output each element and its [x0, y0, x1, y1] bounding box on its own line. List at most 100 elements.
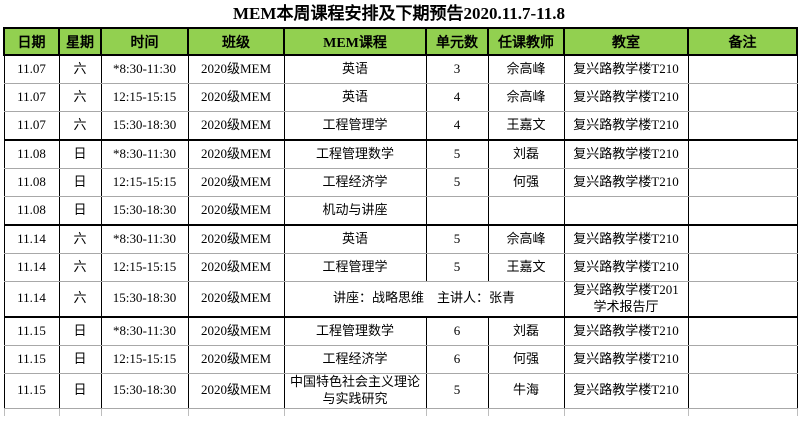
cell-class: 2020级MEM: [187, 344, 285, 374]
cell-units: 4: [425, 83, 489, 112]
cell-teacher: 刘磊: [487, 315, 565, 346]
cell-course: 工程经济学: [283, 344, 427, 374]
cell-course: 工程管理数学: [283, 139, 427, 169]
header-weekday: 星期: [58, 27, 102, 56]
cell-class: 2020级MEM: [187, 224, 285, 254]
header-time: 时间: [100, 27, 189, 56]
cell-date: 11.15: [3, 344, 60, 374]
cell-weekday: 日: [58, 372, 102, 409]
cell-weekday: 六: [58, 224, 102, 254]
table-row: 11.14 六 *8:30-11:30 2020级MEM 英语 5 佘高峰 复兴路教学楼T21…: [3, 224, 798, 254]
cell-units: 6: [425, 315, 489, 346]
cell-course: 工程经济学: [283, 168, 427, 197]
cell-date: 11.15: [3, 315, 60, 346]
cell-weekday: 日: [58, 315, 102, 346]
cell-time: 12:15-15:15: [100, 344, 189, 374]
cell-units: 5: [425, 168, 489, 197]
cell-time: *8:30-11:30: [100, 54, 189, 84]
cell-time: 15:30-18:30: [100, 372, 189, 409]
table-row: 11.08 日 12:15-15:15 2020级MEM 工程经济学 5 何强 复兴路教学楼T…: [3, 168, 798, 197]
table-row: 11.08 日 *8:30-11:30 2020级MEM 工程管理数学 5 刘磊 复兴路教学楼…: [3, 139, 798, 169]
cell-room: 复兴路教学楼T210: [563, 111, 689, 141]
cell-note: [687, 54, 798, 84]
cell-room: 复兴路教学楼T210: [563, 139, 689, 169]
cell-weekday: 日: [58, 344, 102, 374]
header-class: 班级: [187, 27, 285, 56]
cell-note: [687, 168, 798, 197]
cell-weekday: 六: [58, 54, 102, 84]
page-title: MEM本周课程安排及下期预告2020.11.7-11.8: [233, 4, 565, 23]
cell-date: 11.14: [3, 253, 60, 282]
cell-course: 英语: [283, 224, 427, 254]
cell-date: 11.07: [3, 54, 60, 84]
cell-date: 11.08: [3, 196, 60, 226]
cell-class: 2020级MEM: [187, 372, 285, 409]
cell-date: 11.07: [3, 83, 60, 112]
cell-weekday: 六: [58, 83, 102, 112]
table-row: 11.15 日 15:30-18:30 2020级MEM 中国特色社会主义理论与实践研究…: [3, 372, 798, 409]
cell-course: 工程管理学: [283, 253, 427, 282]
cell-time: 12:15-15:15: [100, 168, 189, 197]
cell-units: 3: [425, 54, 489, 84]
cell-units: 5: [425, 253, 489, 282]
empty-cell: [687, 407, 798, 416]
cell-date: 11.14: [3, 224, 60, 254]
cell-time: *8:30-11:30: [100, 224, 189, 254]
cell-room: 复兴路教学楼T210: [563, 54, 689, 84]
cell-time: 12:15-15:15: [100, 83, 189, 112]
cell-time: 15:30-18:30: [100, 111, 189, 141]
header-row: 日期 星期 时间 班级 MEM课程 单元数 任课教师 教室 备注: [3, 27, 798, 56]
header-course: MEM课程: [283, 27, 427, 56]
cell-teacher: 刘磊: [487, 139, 565, 169]
cell-note: [687, 253, 798, 282]
cell-date: 11.14: [3, 280, 60, 318]
cell-time: *8:30-11:30: [100, 139, 189, 169]
cell-course-merged: 讲座：战略思维 主讲人：张青: [283, 280, 565, 318]
cell-note: [687, 111, 798, 141]
empty-cell: [425, 407, 489, 416]
cell-room: 复兴路教学楼T201 学术报告厅: [563, 280, 689, 318]
table-row: 11.15 日 12:15-15:15 2020级MEM 工程经济学 6 何强 复兴路教学楼T…: [3, 344, 798, 374]
empty-cell: [58, 407, 102, 416]
cell-weekday: 日: [58, 139, 102, 169]
cell-room: 复兴路教学楼T210: [563, 372, 689, 409]
schedule-body: 11.07 六 *8:30-11:30 2020级MEM 英语 3 佘高峰 复兴路教学楼T21…: [3, 54, 798, 416]
empty-cell: [3, 407, 60, 416]
table-row: 11.07 六 15:30-18:30 2020级MEM 工程管理学 4 王嘉文 复兴路教学楼…: [3, 111, 798, 141]
cell-class: 2020级MEM: [187, 315, 285, 346]
cell-date: 11.08: [3, 168, 60, 197]
cell-room: 复兴路教学楼T210: [563, 168, 689, 197]
cell-weekday: 六: [58, 253, 102, 282]
cell-time: 12:15-15:15: [100, 253, 189, 282]
cell-room: [563, 196, 689, 226]
cell-class: 2020级MEM: [187, 280, 285, 318]
cell-weekday: 日: [58, 196, 102, 226]
cell-teacher: 王嘉文: [487, 111, 565, 141]
cell-time: *8:30-11:30: [100, 315, 189, 346]
cell-room: 复兴路教学楼T210: [563, 315, 689, 346]
empty-cell: [487, 407, 565, 416]
cell-room: 复兴路教学楼T210: [563, 253, 689, 282]
table-row: 11.07 六 *8:30-11:30 2020级MEM 英语 3 佘高峰 复兴路教学楼T21…: [3, 54, 798, 84]
cell-units: [425, 196, 489, 226]
header-units: 单元数: [425, 27, 489, 56]
cell-class: 2020级MEM: [187, 54, 285, 84]
header-teacher: 任课教师: [487, 27, 565, 56]
empty-cell: [100, 407, 189, 416]
cell-date: 11.08: [3, 139, 60, 169]
empty-cell: [283, 407, 427, 416]
table-row: 11.08 日 15:30-18:30 2020级MEM 机动与讲座: [3, 196, 798, 226]
cell-teacher: 佘高峰: [487, 83, 565, 112]
cell-room: 复兴路教学楼T210: [563, 344, 689, 374]
empty-cell: [187, 407, 285, 416]
cell-time: 15:30-18:30: [100, 280, 189, 318]
table-row: 11.15 日 *8:30-11:30 2020级MEM 工程管理数学 6 刘磊 复兴路教学楼…: [3, 315, 798, 346]
cell-weekday: 日: [58, 168, 102, 197]
cell-date: 11.15: [3, 372, 60, 409]
cell-time: 15:30-18:30: [100, 196, 189, 226]
cell-units: 5: [425, 372, 489, 409]
cell-course: 机动与讲座: [283, 196, 427, 226]
cell-note: [687, 344, 798, 374]
partial-row: [3, 407, 798, 416]
empty-cell: [563, 407, 689, 416]
